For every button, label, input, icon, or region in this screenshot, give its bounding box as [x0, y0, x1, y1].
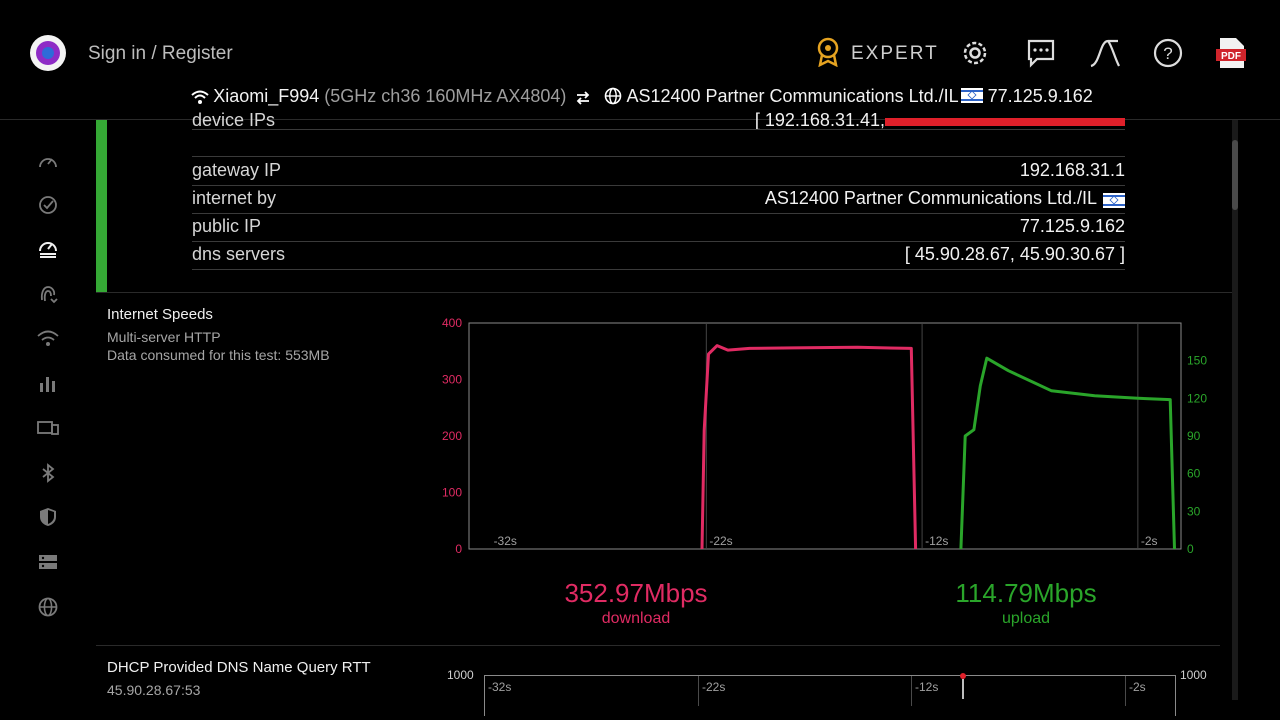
- x-tick-label: -22s: [709, 534, 732, 548]
- x-tick-label: -12s: [925, 534, 948, 548]
- dns-rtt-title: DHCP Provided DNS Name Query RTT: [107, 659, 371, 676]
- check-circle-icon[interactable]: [36, 193, 60, 217]
- internet-by-value: AS12400 Partner Communications Ltd./IL: [764, 188, 1097, 208]
- logo-icon[interactable]: [30, 35, 66, 71]
- wifi-icon: [191, 89, 209, 110]
- svg-text:?: ?: [1163, 44, 1172, 63]
- public-ip-value: 77.125.9.162: [1019, 216, 1125, 236]
- download-series-line: [700, 344, 918, 550]
- upload-label: upload: [1001, 610, 1051, 627]
- globe-icon: [604, 87, 622, 110]
- server-icon[interactable]: [36, 550, 60, 574]
- y-right-tick-label: 30: [1187, 504, 1201, 518]
- redaction-mark: [885, 118, 1125, 126]
- israel-flag-icon: [1103, 193, 1125, 208]
- y-right-tick-label: 0: [1187, 542, 1194, 556]
- help-icon[interactable]: ?: [1151, 36, 1185, 70]
- row-divider: [192, 129, 1125, 130]
- dns-label: dns servers: [192, 244, 286, 264]
- y-right-tick-label: 150: [1187, 354, 1207, 368]
- speeds-method: Multi-server HTTP: [107, 329, 221, 345]
- app-header: Sign in / Register EXPERT ? PDF Xiaomi_F…: [0, 0, 1280, 120]
- bluetooth-icon[interactable]: [36, 461, 60, 485]
- speed-chart: -32s -22s -12s -2s4003002001000150120906030…: [442, 316, 1207, 556]
- scrollbar-thumb[interactable]: [1232, 140, 1238, 210]
- devices-icon[interactable]: [36, 416, 60, 440]
- transfer-arrows-icon: [575, 89, 591, 110]
- wifi-nav-icon[interactable]: [36, 327, 60, 351]
- expert-mode-button[interactable]: EXPERT: [815, 37, 939, 72]
- expert-label: EXPERT: [851, 43, 939, 64]
- y-left-tick-label: 300: [442, 373, 462, 387]
- pdf-icon[interactable]: PDF: [1214, 36, 1248, 70]
- chat-icon[interactable]: [1024, 36, 1058, 70]
- network-summary: Xiaomi_F994 (5GHz ch36 160MHz AX4804) AS…: [0, 86, 1280, 110]
- dns-value: [ 45.90.28.67, 45.90.30.67 ]: [904, 244, 1125, 264]
- x-tick-label: -2s: [1141, 534, 1158, 548]
- fingerprint-icon[interactable]: [36, 282, 60, 306]
- wifi-ssid: Xiaomi_F994: [213, 86, 320, 106]
- dns-x-tick: -12s: [915, 680, 939, 694]
- dns-rtt-point: [960, 673, 966, 679]
- speeds-title: Internet Speeds: [107, 306, 213, 323]
- dns-y-left: 1000: [447, 668, 474, 682]
- section-divider: [96, 645, 1220, 646]
- dns-rtt-server: 45.90.28.67:53: [107, 682, 201, 698]
- row-divider: [192, 156, 1125, 157]
- dns-grid-line: [911, 676, 912, 706]
- download-label: download: [601, 610, 671, 627]
- gateway-label: gateway IP: [192, 160, 282, 180]
- settings-gear-icon[interactable]: [958, 36, 992, 70]
- y-right-tick-label: 90: [1187, 429, 1201, 443]
- info-row-internet-by: internet by AS12400 Partner Communicatio…: [192, 185, 1125, 214]
- dns-x-tick: -2s: [1129, 680, 1146, 694]
- dns-rtt-marker: [962, 679, 964, 699]
- dns-grid-line: [698, 676, 699, 706]
- x-tick-label: -32s: [494, 534, 517, 548]
- speeds-consumed: Data consumed for this test: 553MB: [107, 347, 330, 363]
- wifi-details: (5GHz ch36 160MHz AX4804): [324, 86, 567, 106]
- y-left-tick-label: 100: [442, 486, 462, 500]
- section-divider: [96, 292, 1232, 293]
- sign-in-register-link[interactable]: Sign in / Register: [88, 43, 233, 64]
- y-left-tick-label: 400: [442, 316, 462, 330]
- download-value: 352.97Mbps: [564, 578, 708, 608]
- dns-grid-line: [1125, 676, 1126, 706]
- dns-y-right: 1000: [1180, 668, 1207, 682]
- dns-rtt-chart: [484, 675, 1176, 716]
- public-ip: 77.125.9.162: [987, 86, 1093, 106]
- public-ip-label: public IP: [192, 216, 262, 236]
- status-bar-green: [96, 120, 107, 292]
- device-ips-value: [ 192.168.31.41,: [754, 110, 885, 130]
- speedometer-icon[interactable]: [36, 150, 60, 174]
- info-row-public-ip: public IP 77.125.9.162: [192, 213, 1125, 242]
- info-row-gateway: gateway IP 192.168.31.1: [192, 157, 1125, 186]
- y-right-tick-label: 60: [1187, 467, 1201, 481]
- info-row-dns: dns servers [ 45.90.28.67, 45.90.30.67 ]: [192, 241, 1125, 270]
- y-right-tick-label: 120: [1187, 391, 1207, 405]
- shield-icon[interactable]: [36, 505, 60, 529]
- globe-nav-icon[interactable]: [36, 595, 60, 619]
- header-divider: [0, 119, 1280, 120]
- dns-x-tick: -22s: [702, 680, 726, 694]
- pdf-label: PDF: [1221, 51, 1241, 62]
- plot-frame: [468, 322, 1182, 550]
- speed-test-icon[interactable]: [36, 236, 60, 260]
- internet-by-label: internet by: [192, 188, 277, 208]
- gateway-value: 192.168.31.1: [1019, 160, 1125, 180]
- upload-series-line: [959, 356, 1176, 550]
- device-ips-row-partial: device IPs [ 192.168.31.41,: [192, 108, 1125, 130]
- isp-name: AS12400 Partner Communications Ltd./IL: [626, 86, 959, 106]
- scrollbar-track[interactable]: [1232, 120, 1238, 700]
- badge-icon: [815, 37, 841, 72]
- dns-x-tick: -32s: [488, 680, 512, 694]
- device-ips-label: device IPs: [192, 110, 276, 130]
- curve-icon[interactable]: [1088, 36, 1122, 70]
- y-left-tick-label: 0: [455, 542, 462, 556]
- israel-flag-icon: [960, 88, 983, 103]
- upload-value: 114.79Mbps: [955, 578, 1097, 608]
- bar-chart-icon[interactable]: [36, 372, 60, 396]
- y-left-tick-label: 200: [442, 429, 462, 443]
